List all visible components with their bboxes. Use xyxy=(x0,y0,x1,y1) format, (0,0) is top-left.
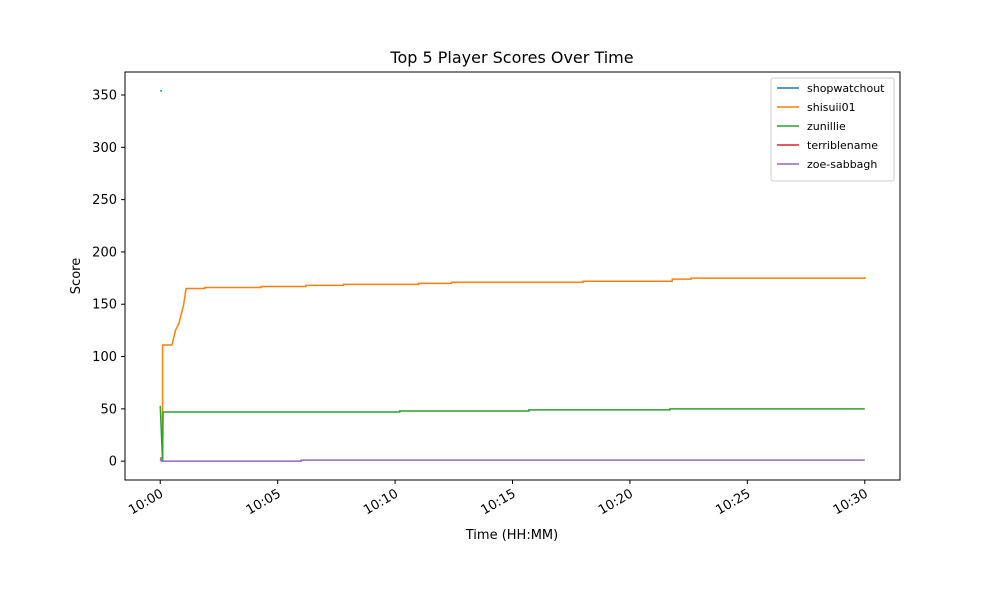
plot-frame xyxy=(124,71,901,481)
y-tick-label: 250 xyxy=(92,193,117,208)
x-tick-label: 10:10 xyxy=(361,486,401,518)
series-line xyxy=(159,405,865,462)
y-tick-label: 50 xyxy=(100,402,117,417)
y-tick-label: 300 xyxy=(92,141,117,156)
chart-title: Top 5 Player Scores Over Time xyxy=(389,48,633,67)
legend-label: terriblename xyxy=(807,139,878,152)
y-tick-label: 200 xyxy=(92,245,117,260)
y-tick-label: 350 xyxy=(92,89,117,104)
x-axis-label: Time (HH:MM) xyxy=(465,528,558,543)
y-tick-label: 100 xyxy=(92,350,117,365)
x-tick-label: 10:25 xyxy=(713,486,753,518)
x-tick-label: 10:15 xyxy=(479,486,519,518)
legend-label: zoe-sabbagh xyxy=(807,158,877,171)
x-tick-label: 10:05 xyxy=(244,486,284,518)
y-axis-label: Score xyxy=(69,258,84,294)
series-line xyxy=(160,277,866,460)
legend-label: zunillie xyxy=(807,120,846,133)
legend-label: shisuii01 xyxy=(807,101,856,114)
legend-label: shopwatchout xyxy=(807,82,885,95)
y-tick-label: 150 xyxy=(92,298,117,313)
x-tick-label: 10:30 xyxy=(831,486,871,518)
legend-box xyxy=(770,77,895,182)
y-tick-label: 0 xyxy=(109,455,117,470)
series-line xyxy=(159,458,865,462)
x-tick-label: 10:00 xyxy=(126,486,166,518)
x-tick-label: 10:20 xyxy=(596,486,636,518)
